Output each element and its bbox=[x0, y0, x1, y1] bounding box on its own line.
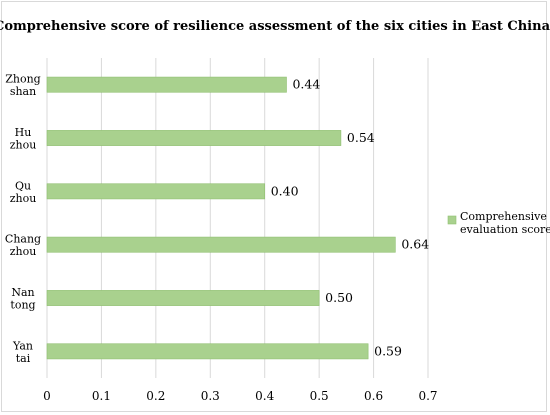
category-label: Qu zhou bbox=[10, 179, 37, 205]
bar bbox=[46, 130, 342, 146]
bar-value-label: 0.64 bbox=[401, 237, 429, 252]
x-axis-ticks: 0 0.1 0.2 0.3 0.4 0.5 0.6 0.7 bbox=[43, 389, 437, 403]
category-labels: Zhong shan Hu zhou Qu zhou Chang zhou Nan tong Yan… bbox=[5, 73, 41, 365]
bar bbox=[46, 76, 287, 93]
value-labels: 0.44 0.54 0.40 0.64 0.50 0.59 bbox=[271, 77, 430, 359]
bars bbox=[46, 76, 396, 360]
category-label: Nan tong bbox=[10, 286, 35, 312]
x-tick-label: 0.3 bbox=[201, 389, 220, 403]
legend-label-line-1: Comprehensive bbox=[460, 210, 547, 223]
x-tick-label: 0 bbox=[43, 389, 51, 403]
x-tick-label: 0.5 bbox=[310, 389, 329, 403]
bar bbox=[46, 290, 320, 306]
bar-value-label: 0.54 bbox=[347, 130, 375, 145]
x-tick-label: 0.4 bbox=[255, 389, 274, 403]
bar bbox=[46, 183, 266, 200]
legend-swatch bbox=[447, 215, 457, 225]
x-tick-label: 0.6 bbox=[364, 389, 383, 403]
bar bbox=[46, 236, 396, 253]
bar-value-label: 0.44 bbox=[292, 77, 320, 92]
bar bbox=[46, 343, 369, 360]
legend: Comprehensive evaluation score bbox=[447, 210, 550, 236]
legend-label-line-2: evaluation score bbox=[460, 223, 550, 236]
x-tick-label: 0.7 bbox=[418, 389, 437, 403]
category-label: Yan tai bbox=[12, 339, 33, 365]
x-tick-label: 0.1 bbox=[92, 389, 111, 403]
x-tick-label: 0.2 bbox=[146, 389, 165, 403]
chart-title: Comprehensive score of resilience assess… bbox=[0, 19, 550, 34]
bar-value-label: 0.50 bbox=[325, 290, 353, 305]
gridlines bbox=[46, 58, 429, 378]
category-label: Hu zhou bbox=[10, 126, 37, 152]
bar-value-label: 0.40 bbox=[271, 183, 299, 198]
category-label: Chang zhou bbox=[5, 233, 41, 259]
bar-value-label: 0.59 bbox=[374, 343, 402, 358]
category-label: Zhong shan bbox=[5, 73, 40, 99]
